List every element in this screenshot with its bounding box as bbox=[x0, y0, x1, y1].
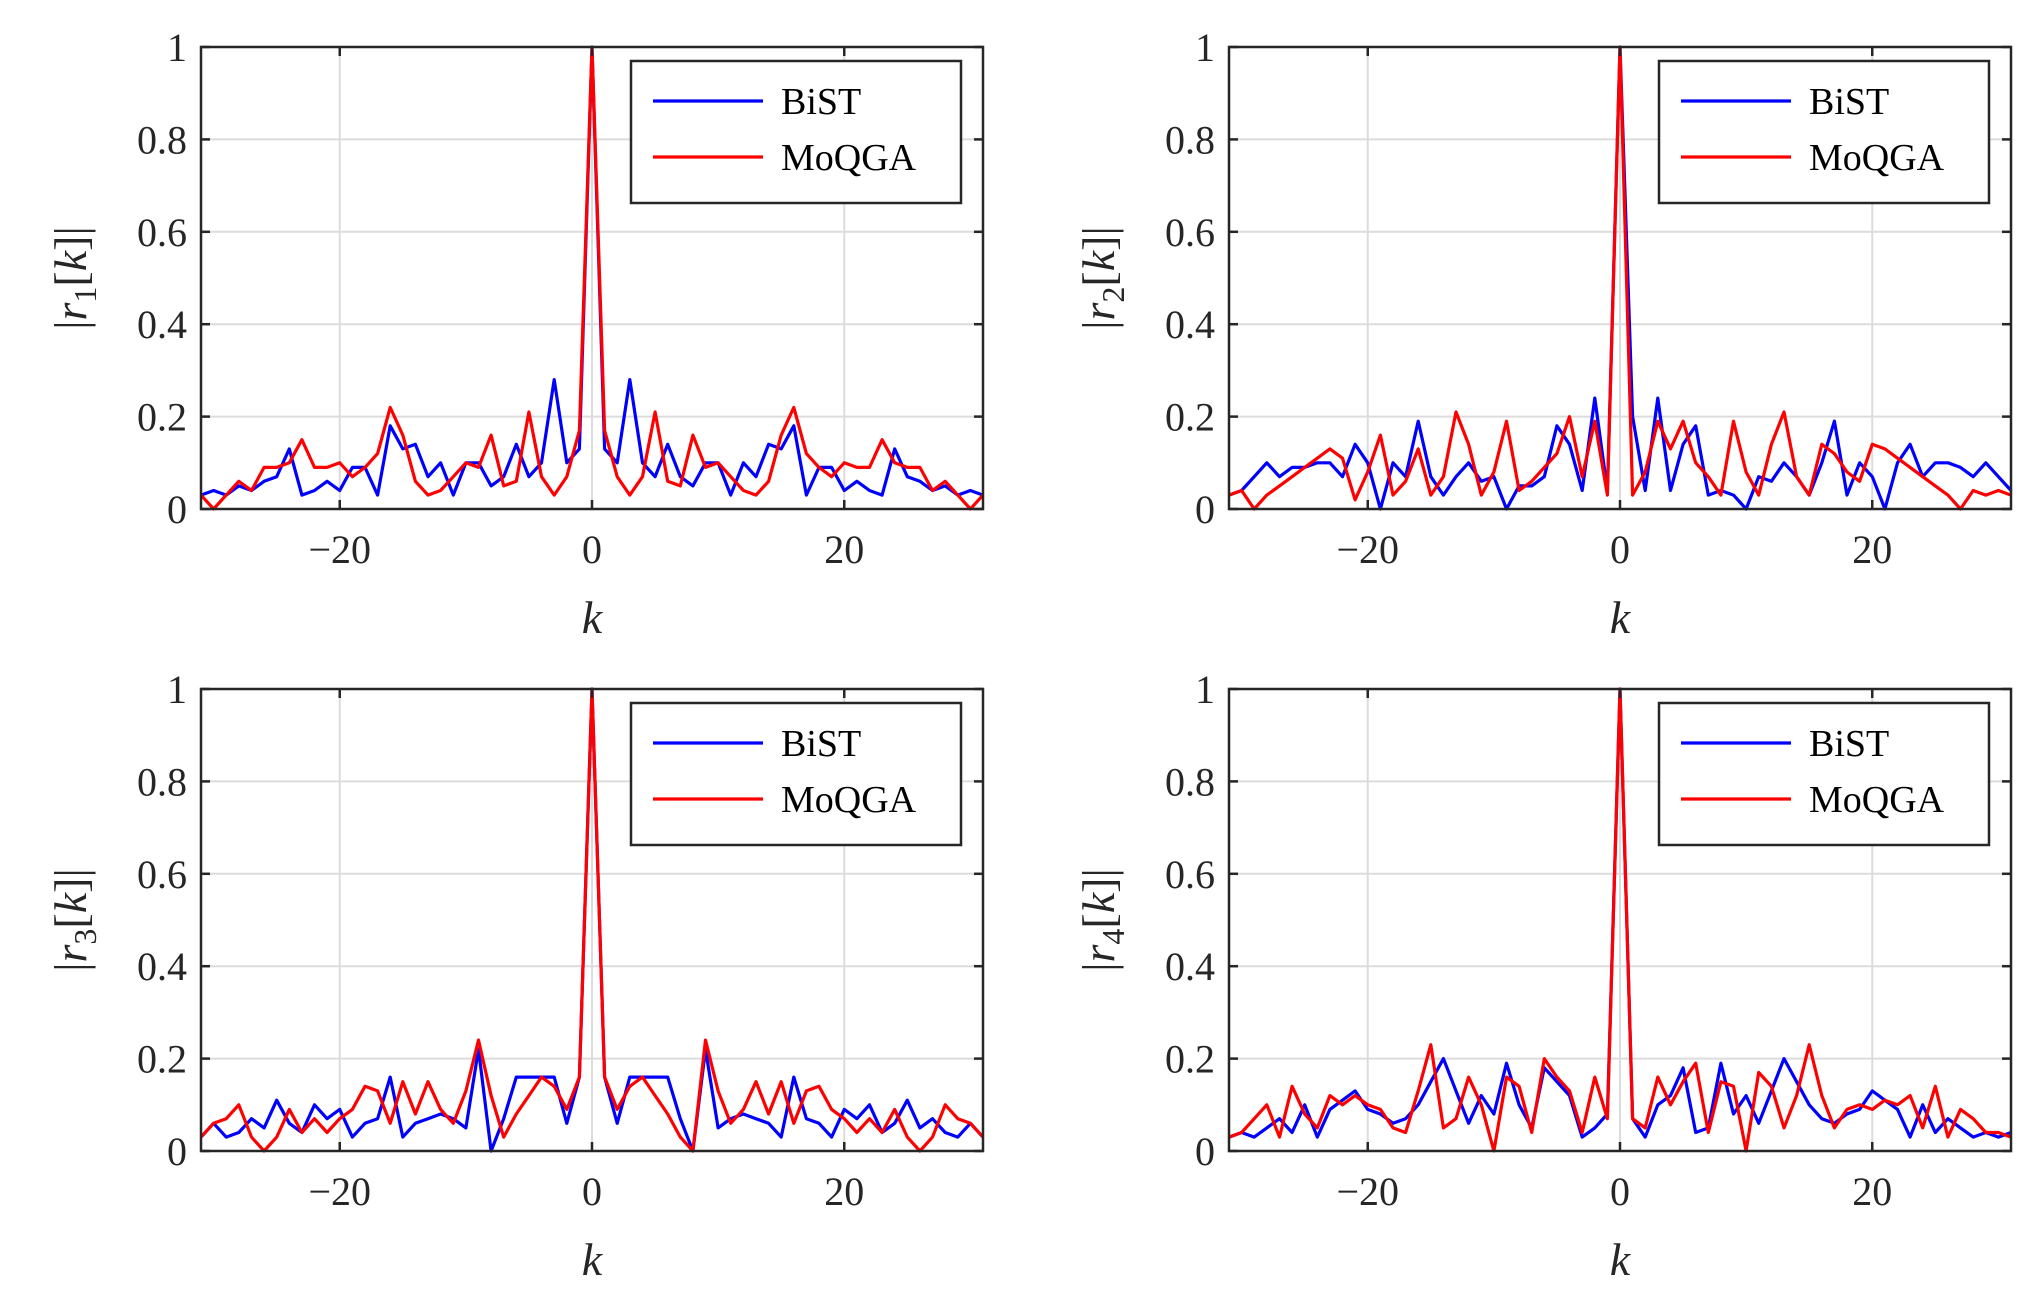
ylabel-var: r bbox=[1073, 943, 1124, 962]
x-tick-label: 20 bbox=[1852, 527, 1892, 572]
ylabel-bracket: [ bbox=[45, 913, 96, 928]
ylabel-bracket: [ bbox=[45, 271, 96, 286]
legend-label-bist: BiST bbox=[1809, 81, 1889, 123]
ylabel-bracket: [ bbox=[1073, 271, 1124, 286]
legend-box bbox=[1657, 701, 1991, 847]
x-axis-label: k bbox=[1610, 1234, 1632, 1285]
legend-label-moqga: MoQGA bbox=[1809, 779, 1945, 821]
ylabel-subscript: 2 bbox=[1095, 287, 1131, 303]
ylabel-open: | bbox=[45, 320, 96, 329]
x-axis-label: k bbox=[582, 592, 604, 643]
ylabel-close: ]| bbox=[1073, 226, 1124, 251]
legend: BiST MoQGA bbox=[629, 701, 963, 847]
x-tick-label: 20 bbox=[1852, 1169, 1892, 1214]
y-axis-label: |r2[k]| bbox=[1073, 226, 1131, 329]
ylabel-arg: k bbox=[1073, 249, 1124, 271]
legend-label-moqga: MoQGA bbox=[781, 137, 917, 179]
y-tick-label: 0.6 bbox=[1165, 210, 1215, 255]
y-tick-label: 0.2 bbox=[1165, 1037, 1215, 1082]
ylabel-open: | bbox=[1073, 962, 1124, 971]
y-axis-label: |r3[k]| bbox=[45, 868, 103, 971]
y-tick-label: 0.8 bbox=[137, 759, 187, 804]
x-axis-label: k bbox=[1610, 592, 1632, 643]
x-tick-label: 0 bbox=[582, 1169, 602, 1214]
y-tick-label: 0.4 bbox=[137, 944, 187, 989]
y-tick-label: 0.6 bbox=[137, 210, 187, 255]
ylabel-open: | bbox=[45, 962, 96, 971]
legend-label-moqga: MoQGA bbox=[1809, 137, 1945, 179]
ylabel-close: ]| bbox=[45, 226, 96, 251]
y-tick-label: 1 bbox=[167, 667, 187, 712]
ylabel-arg: k bbox=[45, 891, 96, 913]
y-tick-label: 0.8 bbox=[1165, 759, 1215, 804]
y-tick-label: 1 bbox=[1195, 25, 1215, 70]
y-tick-label: 0.8 bbox=[1165, 117, 1215, 162]
x-tick-label: −20 bbox=[308, 527, 371, 572]
legend-box bbox=[629, 701, 963, 847]
y-tick-label: 0.6 bbox=[137, 852, 187, 897]
y-tick-label: 0 bbox=[1195, 487, 1215, 532]
ylabel-var: r bbox=[45, 301, 96, 320]
ylabel-arg: k bbox=[45, 249, 96, 271]
ylabel-subscript: 3 bbox=[67, 929, 103, 945]
ylabel-open: | bbox=[1073, 320, 1124, 329]
y-axis-label: |r4[k]| bbox=[1073, 868, 1131, 971]
x-tick-label: −20 bbox=[1336, 527, 1399, 572]
x-tick-label: −20 bbox=[308, 1169, 371, 1214]
ylabel-subscript: 4 bbox=[1095, 929, 1131, 945]
ylabel-bracket: [ bbox=[1073, 913, 1124, 928]
y-tick-label: 0.4 bbox=[1165, 302, 1215, 347]
ylabel-arg: k bbox=[1073, 891, 1124, 913]
y-tick-label: 1 bbox=[1195, 667, 1215, 712]
y-tick-label: 0 bbox=[167, 1129, 187, 1174]
legend: BiST MoQGA bbox=[1657, 701, 1991, 847]
legend-label-bist: BiST bbox=[781, 81, 861, 123]
x-tick-label: 0 bbox=[1610, 1169, 1630, 1214]
ylabel-var: r bbox=[1073, 301, 1124, 320]
y-tick-label: 0.2 bbox=[137, 395, 187, 440]
legend-label-bist: BiST bbox=[781, 723, 861, 765]
legend-label-bist: BiST bbox=[1809, 723, 1889, 765]
x-tick-label: 20 bbox=[824, 527, 864, 572]
y-tick-label: 0.2 bbox=[1165, 395, 1215, 440]
x-tick-label: 20 bbox=[824, 1169, 864, 1214]
ylabel-close: ]| bbox=[45, 868, 96, 893]
x-tick-label: −20 bbox=[1336, 1169, 1399, 1214]
legend: BiST MoQGA bbox=[1657, 59, 1991, 205]
x-tick-label: 0 bbox=[1610, 527, 1630, 572]
x-tick-label: 0 bbox=[582, 527, 602, 572]
legend-box bbox=[629, 59, 963, 205]
y-tick-label: 0.8 bbox=[137, 117, 187, 162]
y-tick-label: 1 bbox=[167, 25, 187, 70]
x-axis-label: k bbox=[582, 1234, 604, 1285]
ylabel-subscript: 1 bbox=[67, 287, 103, 303]
legend-box bbox=[1657, 59, 1991, 205]
ylabel-close: ]| bbox=[1073, 868, 1124, 893]
y-tick-label: 0.4 bbox=[1165, 944, 1215, 989]
y-axis-label: |r1[k]| bbox=[45, 226, 103, 329]
y-tick-label: 0 bbox=[1195, 1129, 1215, 1174]
y-tick-label: 0 bbox=[167, 487, 187, 532]
legend-label-moqga: MoQGA bbox=[781, 779, 917, 821]
legend: BiST MoQGA bbox=[629, 59, 963, 205]
y-tick-label: 0.6 bbox=[1165, 852, 1215, 897]
y-tick-label: 0.2 bbox=[137, 1037, 187, 1082]
y-tick-label: 0.4 bbox=[137, 302, 187, 347]
ylabel-var: r bbox=[45, 943, 96, 962]
